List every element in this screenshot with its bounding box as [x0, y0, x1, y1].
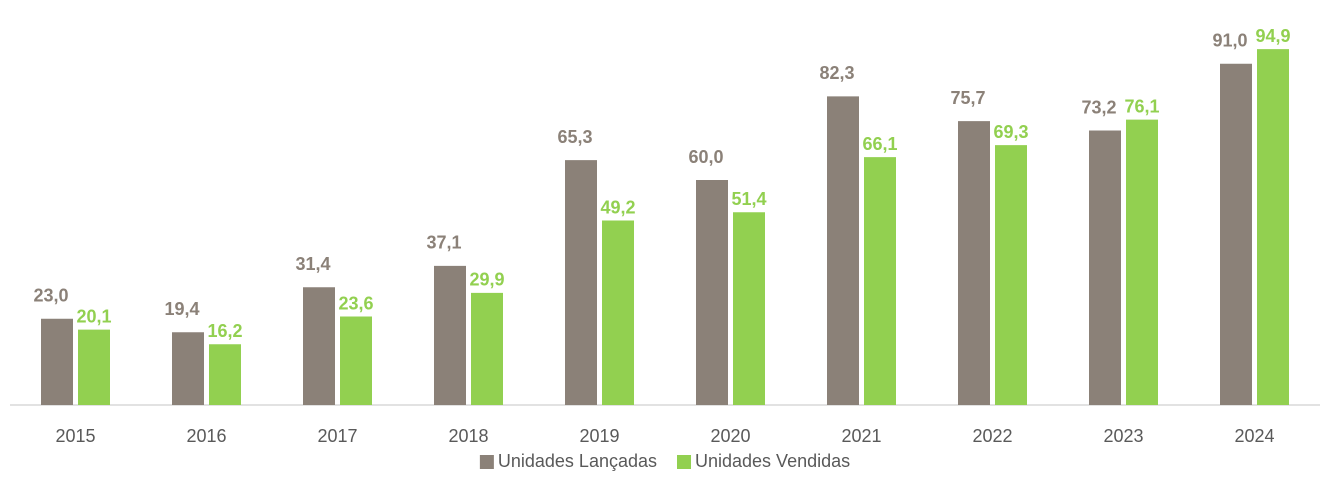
- data-label: 16,2: [207, 321, 242, 341]
- data-label: 23,0: [33, 286, 68, 306]
- bar: [78, 329, 110, 405]
- data-label: 29,9: [469, 270, 504, 290]
- data-label: 49,2: [600, 197, 635, 217]
- data-label: 73,2: [1081, 97, 1116, 117]
- data-label: 76,1: [1124, 96, 1159, 116]
- bar: [1220, 63, 1252, 405]
- bar: [471, 292, 503, 405]
- bar: [340, 316, 372, 405]
- legend-label: Unidades Vendidas: [695, 451, 850, 471]
- bar: [172, 332, 204, 405]
- data-label: 65,3: [557, 127, 592, 147]
- bar: [1126, 119, 1158, 405]
- legend: Unidades Lançadas Unidades Vendidas: [479, 451, 850, 471]
- x-tick-label: 2020: [710, 426, 750, 446]
- bar: [864, 157, 896, 405]
- bar: [827, 96, 859, 405]
- x-tick-label: 2015: [55, 426, 95, 446]
- bar: [303, 287, 335, 405]
- bar: [733, 212, 765, 405]
- legend-swatch: [677, 455, 691, 469]
- bar: [434, 265, 466, 405]
- x-tick-label: 2018: [448, 426, 488, 446]
- x-tick-label: 2023: [1103, 426, 1143, 446]
- data-label: 66,1: [862, 134, 897, 154]
- bar: [565, 160, 597, 405]
- x-tick-label: 2016: [186, 426, 226, 446]
- data-label: 37,1: [426, 233, 461, 253]
- bar: [209, 344, 241, 405]
- data-label: 23,6: [338, 293, 373, 313]
- bar: [958, 121, 990, 405]
- data-label: 94,9: [1255, 26, 1290, 46]
- data-label: 69,3: [993, 122, 1028, 142]
- data-label: 75,7: [950, 88, 985, 108]
- data-label: 60,0: [688, 147, 723, 167]
- bar: [696, 180, 728, 405]
- legend-swatch: [479, 455, 494, 469]
- bar: [1089, 130, 1121, 405]
- x-tick-label: 2021: [841, 426, 881, 446]
- data-label: 19,4: [164, 299, 199, 319]
- data-label: 82,3: [819, 63, 854, 83]
- legend-label: Unidades Lançadas: [498, 451, 657, 471]
- data-label: 91,0: [1212, 31, 1247, 51]
- data-label: 31,4: [295, 254, 330, 274]
- x-tick-label: 2022: [972, 426, 1012, 446]
- data-label: 51,4: [731, 189, 766, 209]
- bar: [1257, 49, 1289, 405]
- x-tick-label: 2019: [579, 426, 619, 446]
- data-label: 20,1: [76, 306, 111, 326]
- x-tick-label: 2017: [317, 426, 357, 446]
- x-tick-label: 2024: [1234, 426, 1274, 446]
- bar: [602, 220, 634, 405]
- bar: [41, 318, 73, 405]
- bar: [995, 145, 1027, 405]
